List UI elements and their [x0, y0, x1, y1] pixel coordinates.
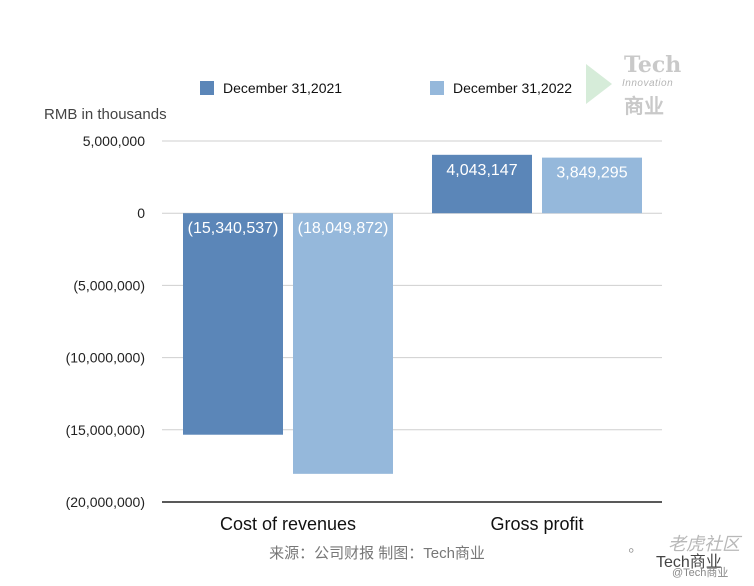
- x-category-label: Gross profit: [490, 514, 583, 534]
- legend-label-2022: December 31,2022: [453, 80, 573, 96]
- bar: [293, 213, 393, 474]
- legend-item-2021: December 31,2021: [200, 78, 342, 98]
- credit-account: Tech商业: [656, 554, 722, 571]
- watermark-brand: Tech: [624, 52, 682, 78]
- wechat-icon: ◦: [628, 540, 635, 560]
- legend-swatch-2021: [200, 81, 214, 95]
- bars: [183, 154, 642, 474]
- y-tick-label: (20,000,000): [66, 494, 145, 510]
- legend-swatch-2022: [430, 81, 444, 95]
- legend-item-2022: December 31,2022: [430, 78, 572, 98]
- y-tick-label: (10,000,000): [66, 350, 145, 366]
- y-tick-label: 5,000,000: [83, 133, 145, 149]
- legend-label-2021: December 31,2021: [223, 80, 343, 96]
- credit-watermark: ◦ 老虎社区 Tech商业 @Tech商业: [628, 530, 748, 580]
- y-tick-label: (5,000,000): [73, 277, 145, 293]
- bar: [432, 154, 532, 214]
- data-label: 3,849,295: [556, 165, 627, 182]
- data-label: (18,049,872): [298, 220, 389, 237]
- x-axis-categories: Cost of revenues Gross profit: [220, 514, 584, 534]
- bar: [183, 213, 283, 435]
- watermark-tagline: Innovation: [622, 78, 674, 89]
- x-category-label: Cost of revenues: [220, 514, 356, 534]
- y-axis-ticks: 5,000,000 0 (5,000,000) (10,000,000) (15,000…: [66, 133, 146, 510]
- data-label: 4,043,147: [446, 162, 517, 179]
- source-note: 来源：公司财报 制图：Tech商业: [269, 545, 485, 562]
- data-labels: (15,340,537) (18,049,872) 4,043,147 3,849,2…: [188, 162, 628, 237]
- arrow-icon: [586, 64, 612, 104]
- data-label: (15,340,537): [188, 220, 279, 237]
- bar: [542, 157, 642, 214]
- y-tick-label: (15,000,000): [66, 422, 145, 438]
- y-axis-unit-label: RMB in thousands: [44, 106, 167, 123]
- watermark-brand-cn: 商业: [624, 96, 664, 118]
- credit-site: 老虎社区: [668, 534, 740, 554]
- y-tick-label: 0: [137, 205, 145, 221]
- watermark-logo: Tech Innovation 商业: [584, 52, 694, 118]
- credit-handle: @Tech商业: [672, 567, 729, 579]
